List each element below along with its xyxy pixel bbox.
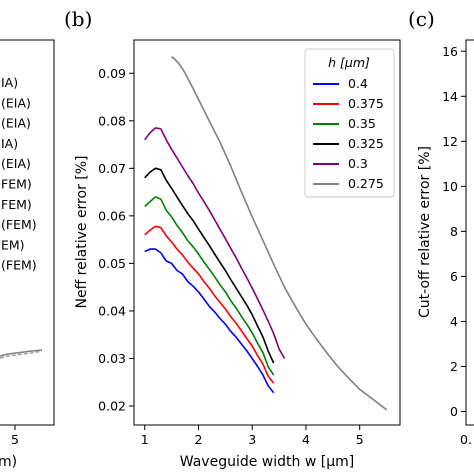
- left-panel-fragment: IA) (EIA) (EIA) IA) (EIA) FEM) FEM) (FEM) EM) (FE…: [0, 39, 55, 470]
- series-line-h-0.275: [171, 56, 388, 411]
- left-legend-label: FEM): [1, 197, 32, 212]
- right-y-tick-label: 0: [450, 404, 458, 419]
- left-curve-solid: [0, 349, 43, 357]
- legend-box: [304, 48, 395, 198]
- right-y-tick-label: 12: [442, 134, 458, 149]
- right-y-tick-label: 10: [442, 179, 458, 194]
- right-y-tick-label: 4: [450, 314, 458, 329]
- left-legend-label: IA): [1, 136, 18, 151]
- right-y-tick-label: 2: [450, 359, 458, 374]
- series-line-h-0.4: [144, 248, 275, 394]
- y-tick-label: 0.05: [98, 256, 126, 271]
- left-legend-label: FEM): [1, 177, 32, 192]
- y-tick-label: 0.03: [98, 351, 126, 366]
- right-y-tick-label: 16: [442, 44, 458, 59]
- left-legend-label: (EIA): [1, 156, 31, 171]
- x-tick-label: 1: [141, 432, 149, 447]
- legend: h [μm] 0.4 0.375 0.35 0.325 0.3 0.275: [304, 48, 395, 198]
- y-tick-label: 0.06: [98, 208, 126, 223]
- legend-label-h-0.375: 0.375: [348, 96, 384, 111]
- left-x-tick-label: 5: [11, 432, 19, 447]
- right-y-axis-ticks: 0 2 4 6 8 10 12 14 16: [442, 44, 466, 419]
- left-legend-label: (FEM): [1, 217, 37, 232]
- y-tick-label: 0.09: [98, 66, 126, 81]
- series-lines: [144, 56, 388, 411]
- x-axis-ticks: 1 2 3 4 5: [141, 425, 364, 447]
- series-line-h-0.325: [144, 167, 275, 364]
- series-line-h-0.3: [144, 127, 286, 359]
- left-legend-label: EM): [1, 237, 25, 252]
- y-axis-label: Neff relative error [%]: [74, 155, 90, 308]
- legend-entries: 0.4 0.375 0.35 0.325 0.3 0.275: [313, 76, 384, 191]
- legend-label-h-0.3: 0.3: [348, 156, 368, 171]
- right-panel-fragment: Cut-off relative error [%] 0 2 4 6 8 10 12 14 16…: [417, 39, 474, 447]
- right-y-tick-label: 14: [442, 89, 458, 104]
- right-x-tick-label-fragment: 0.: [460, 432, 472, 447]
- y-tick-label: 0.07: [98, 161, 126, 176]
- panel-label-c: (c): [408, 7, 435, 31]
- right-y-tick-label: 8: [450, 224, 458, 239]
- series-line-h-0.375: [144, 225, 275, 384]
- left-legend-label: IA): [1, 75, 18, 90]
- left-legend-label: (FEM): [1, 258, 37, 273]
- right-panel-frame: [465, 39, 474, 426]
- left-legend-label: (EIA): [1, 116, 31, 131]
- legend-label-h-0.35: 0.35: [348, 116, 376, 131]
- chart-b-frame: [133, 39, 401, 426]
- right-y-axis-label: Cut-off relative error [%]: [417, 146, 433, 318]
- y-tick-label: 0.04: [98, 303, 126, 318]
- x-axis-label: Waveguide width w [μm]: [180, 454, 354, 470]
- legend-title: h [μm]: [328, 55, 370, 70]
- legend-label-h-0.4: 0.4: [348, 76, 368, 91]
- left-curve-dashed: [0, 350, 43, 359]
- y-tick-label: 0.08: [98, 113, 126, 128]
- legend-label-h-0.275: 0.275: [348, 176, 384, 191]
- x-tick-label: 5: [356, 432, 364, 447]
- left-panel-frame: [0, 39, 55, 426]
- panel-label-b: (b): [64, 7, 92, 31]
- left-x-axis-label-fragment: m): [0, 454, 17, 470]
- y-tick-label: 0.02: [98, 398, 126, 413]
- series-line-h-0.35: [144, 196, 275, 376]
- left-legend-label: (EIA): [1, 95, 31, 110]
- y-axis-ticks: 0.02 0.03 0.04 0.05 0.06 0.07 0.08 0.09: [98, 66, 134, 413]
- left-legend-fragment: IA) (EIA) (EIA) IA) (EIA) FEM) FEM) (FEM) EM) (FE…: [1, 75, 37, 273]
- x-tick-label: 4: [302, 432, 310, 447]
- chart-b: 1 2 3 4 5 0.02 0.03 0.04 0.05 0.06 0.07 0.08 0.09 W…: [74, 39, 401, 470]
- legend-label-h-0.325: 0.325: [348, 136, 384, 151]
- x-tick-label: 2: [195, 432, 203, 447]
- right-y-tick-label: 6: [450, 269, 458, 284]
- x-tick-label: 3: [248, 432, 256, 447]
